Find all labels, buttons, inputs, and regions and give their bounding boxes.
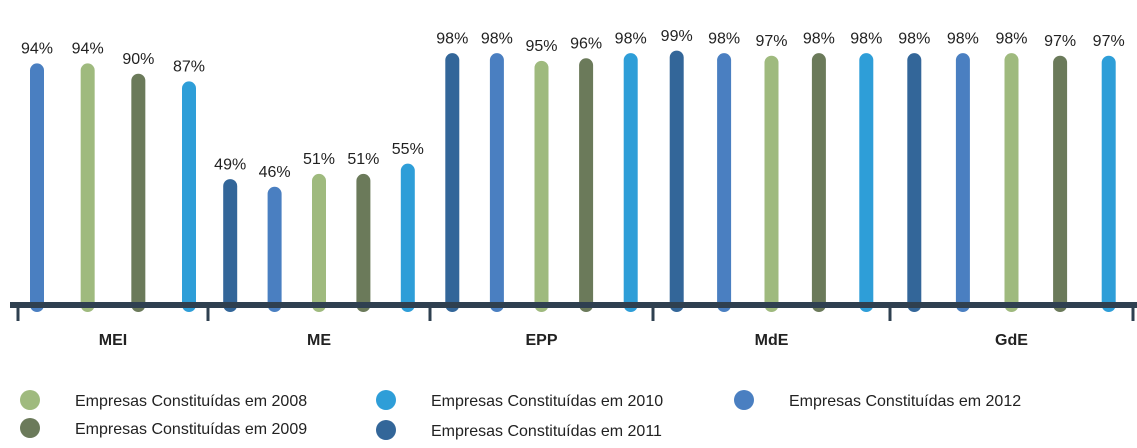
value-label: 49% [214, 156, 246, 173]
bar [534, 60, 549, 312]
legend-marker [376, 390, 396, 410]
value-label: 97% [1093, 33, 1125, 50]
bar [623, 53, 638, 312]
bar [400, 163, 415, 312]
legend-label: Empresas Constituídas em 2011 [431, 423, 662, 440]
bar [182, 81, 196, 312]
value-label: 97% [1044, 33, 1076, 50]
bar [859, 53, 874, 312]
value-label: 55% [392, 141, 424, 158]
value-label: 98% [481, 30, 513, 47]
bar [669, 50, 684, 312]
value-label: 87% [173, 59, 205, 76]
legend-label: Empresas Constituídas em 2008 [75, 393, 307, 410]
legend-marker [734, 390, 754, 410]
bar [764, 55, 779, 313]
bar [811, 53, 826, 312]
value-label: 96% [570, 35, 602, 52]
bar [445, 53, 460, 312]
value-label: 94% [72, 41, 104, 58]
value-label: 98% [436, 30, 468, 47]
value-label: 98% [995, 30, 1027, 47]
bar [489, 53, 504, 312]
value-label: 95% [525, 38, 557, 55]
value-label: 98% [615, 30, 647, 47]
value-label: 51% [347, 151, 379, 168]
value-label: 51% [303, 151, 335, 168]
value-label: 98% [708, 30, 740, 47]
legend-marker [20, 418, 40, 438]
legend-label: Empresas Constituídas em 2009 [75, 421, 307, 438]
x-tick-label: GdE [995, 332, 1028, 349]
bar [312, 173, 326, 312]
bar [223, 179, 238, 312]
bar [80, 63, 95, 312]
bar [1101, 55, 1116, 313]
value-label: 98% [947, 30, 979, 47]
value-label: 98% [803, 30, 835, 47]
bar [907, 53, 922, 312]
legend-label: Empresas Constituídas em 2010 [431, 393, 663, 410]
legend-label: Empresas Constituídas em 2012 [789, 393, 1021, 410]
x-tick-label: MdE [755, 332, 789, 349]
bar [30, 63, 44, 312]
bar [356, 173, 371, 312]
value-label: 98% [898, 30, 930, 47]
bar [1053, 55, 1068, 313]
value-label: 46% [259, 164, 291, 181]
x-tick-label: ME [307, 332, 331, 349]
bar [131, 73, 146, 312]
value-label: 97% [755, 33, 787, 50]
bar [955, 53, 970, 312]
bar [1004, 53, 1019, 312]
bar [267, 186, 282, 312]
bar [717, 53, 732, 312]
value-label: 94% [21, 41, 53, 58]
bar [579, 58, 594, 312]
value-label: 90% [122, 51, 154, 68]
x-tick-label: MEI [99, 332, 127, 349]
value-label: 99% [661, 28, 693, 45]
legend-marker [20, 390, 40, 410]
x-tick-label: EPP [525, 332, 557, 349]
value-label: 98% [850, 30, 882, 47]
legend-marker [376, 420, 396, 440]
